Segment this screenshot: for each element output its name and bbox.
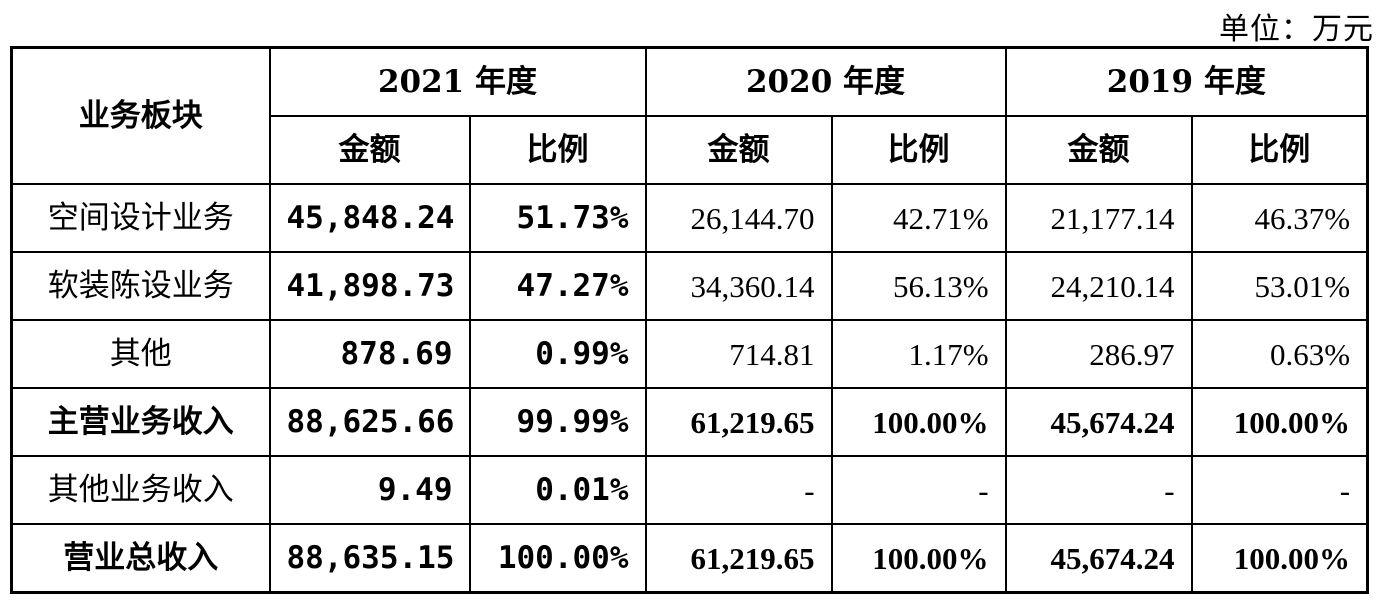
ratio-cell: 0.01% xyxy=(468,455,647,525)
amount-cell: - xyxy=(644,455,833,525)
table-header: 业务板块 2021 年度 2020 年度 2019 年度 金额 比例 金额 比例… xyxy=(10,46,1369,185)
amount-cell: 45,848.24 xyxy=(268,183,471,253)
ratio-header: 比例 xyxy=(1190,115,1369,185)
amount-cell: - xyxy=(1004,455,1193,525)
segment-name: 其他 xyxy=(10,319,271,389)
amount-cell: 41,898.73 xyxy=(268,251,471,321)
ratio-cell: 100.00% xyxy=(1190,523,1369,594)
year-2020-header: 2020 年度 xyxy=(644,46,1007,117)
table-row: 其他 878.69 0.99% 714.81 1.17% 286.97 0.63% xyxy=(10,319,1369,389)
amount-header: 金额 xyxy=(268,115,471,185)
table-row: 其他业务收入 9.49 0.01% - - - - xyxy=(10,455,1369,525)
table-row: 软装陈设业务 41,898.73 47.27% 34,360.14 56.13% 24,2… xyxy=(10,251,1369,321)
amount-cell: 21,177.14 xyxy=(1004,183,1193,253)
amount-cell: 9.49 xyxy=(268,455,471,525)
segment-name: 其他业务收入 xyxy=(10,455,271,525)
segment-name: 主营业务收入 xyxy=(10,387,271,457)
ratio-cell: 100.00% xyxy=(830,523,1007,594)
ratio-cell: - xyxy=(830,455,1007,525)
amount-cell: 24,210.14 xyxy=(1004,251,1193,321)
amount-cell: 45,674.24 xyxy=(1004,387,1193,457)
table-row: 营业总收入 88,635.15 100.00% 61,219.65 100.00% 45,… xyxy=(10,523,1369,594)
amount-header: 金额 xyxy=(1004,115,1193,185)
amount-cell: 88,625.66 xyxy=(268,387,471,457)
amount-cell: 26,144.70 xyxy=(644,183,833,253)
ratio-header: 比例 xyxy=(830,115,1007,185)
ratio-cell: 51.73% xyxy=(468,183,647,253)
amount-cell: 34,360.14 xyxy=(644,251,833,321)
segment-header: 业务板块 xyxy=(10,46,271,185)
amount-cell: 88,635.15 xyxy=(268,523,471,594)
ratio-cell: 100.00% xyxy=(1190,387,1369,457)
revenue-table: 业务板块 2021 年度 2020 年度 2019 年度 金额 比例 金额 比例… xyxy=(10,46,1370,594)
ratio-cell: 0.63% xyxy=(1190,319,1369,389)
ratio-cell: 53.01% xyxy=(1190,251,1369,321)
year-2019-header: 2019 年度 xyxy=(1004,46,1369,117)
amount-cell: 61,219.65 xyxy=(644,523,833,594)
table-body: 空间设计业务 45,848.24 51.73% 26,144.70 42.71% 21,1… xyxy=(10,183,1369,594)
ratio-cell: 100.00% xyxy=(468,523,647,594)
ratio-cell: 0.99% xyxy=(468,319,647,389)
year-2021-header: 2021 年度 xyxy=(268,46,647,117)
table-row: 空间设计业务 45,848.24 51.73% 26,144.70 42.71% 21,1… xyxy=(10,183,1369,253)
amount-cell: 714.81 xyxy=(644,319,833,389)
amount-cell: 61,219.65 xyxy=(644,387,833,457)
amount-cell: 45,674.24 xyxy=(1004,523,1193,594)
segment-name: 营业总收入 xyxy=(10,523,271,594)
ratio-cell: 1.17% xyxy=(830,319,1007,389)
unit-label: 单位：万元 xyxy=(1219,12,1374,47)
ratio-cell: 100.00% xyxy=(830,387,1007,457)
segment-name: 软装陈设业务 xyxy=(10,251,271,321)
amount-cell: 878.69 xyxy=(268,319,471,389)
ratio-cell: 42.71% xyxy=(830,183,1007,253)
ratio-cell: 99.99% xyxy=(468,387,647,457)
ratio-cell: 56.13% xyxy=(830,251,1007,321)
amount-cell: 286.97 xyxy=(1004,319,1193,389)
table-row: 主营业务收入 88,625.66 99.99% 61,219.65 100.00% 45,… xyxy=(10,387,1369,457)
ratio-cell: - xyxy=(1190,455,1369,525)
ratio-cell: 47.27% xyxy=(468,251,647,321)
ratio-header: 比例 xyxy=(468,115,647,185)
segment-name: 空间设计业务 xyxy=(10,183,271,253)
ratio-cell: 46.37% xyxy=(1190,183,1369,253)
amount-header: 金额 xyxy=(644,115,833,185)
